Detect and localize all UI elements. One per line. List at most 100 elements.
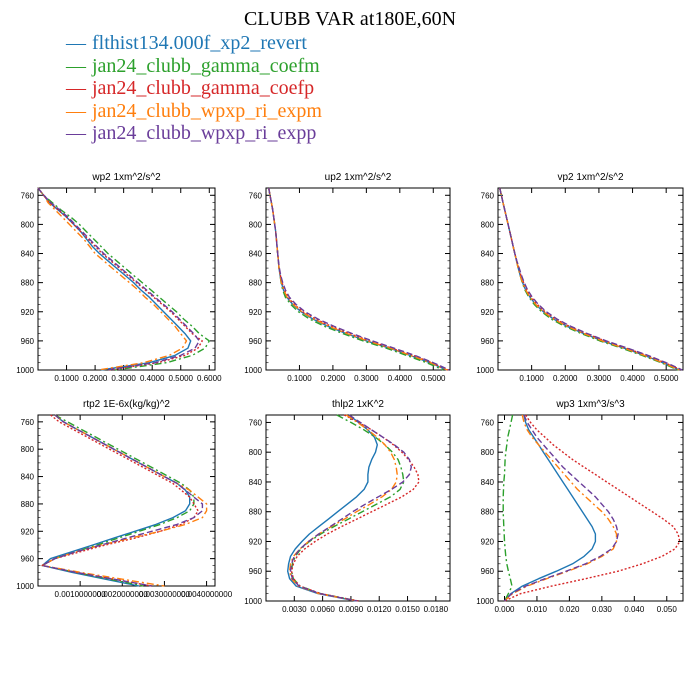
- y-tick-label: 840: [249, 250, 263, 259]
- series-line: [290, 414, 405, 602]
- legend-line-icon: —: [66, 54, 86, 77]
- x-tick-label: 0.1000: [54, 374, 79, 383]
- series-line: [41, 414, 199, 587]
- series-line: [41, 414, 195, 587]
- x-tick-label: 0.000: [494, 605, 515, 614]
- y-tick-label: 840: [249, 478, 263, 487]
- x-tick-label: 0.5000: [421, 374, 446, 383]
- series-line: [504, 414, 681, 602]
- y-tick-label: 840: [21, 473, 35, 482]
- legend-line-icon: —: [66, 32, 86, 54]
- legend-label: jan24_clubb_gamma_coefp: [92, 77, 315, 99]
- plot-frame: [265, 187, 451, 371]
- series-line: [37, 187, 211, 371]
- x-tick-label: 0.0010000000: [55, 590, 107, 599]
- x-tick-label: 0.2000: [553, 374, 578, 383]
- y-tick-label: 760: [481, 191, 495, 200]
- series-line: [41, 414, 191, 587]
- x-tick-label: 0.3000: [111, 374, 136, 383]
- x-tick-label: 0.0030: [282, 605, 307, 614]
- x-tick-label: 0.040: [624, 605, 645, 614]
- series-line: [288, 414, 398, 602]
- y-tick-label: 800: [481, 220, 495, 229]
- x-tick-label: 0.1000: [519, 374, 544, 383]
- y-tick-label: 800: [481, 448, 495, 457]
- x-tick-label: 0.4000: [620, 374, 645, 383]
- plot-frame: [265, 414, 451, 602]
- y-tick-label: 760: [249, 191, 263, 200]
- series-line: [503, 414, 619, 602]
- legend-item: — jan24_clubb_wpxp_ri_expm: [66, 100, 322, 123]
- x-tick-label: 0.020: [559, 605, 580, 614]
- legend-label: jan24_clubb_gamma_coefm: [92, 54, 320, 77]
- y-tick-label: 920: [21, 308, 35, 317]
- y-tick-label: 960: [21, 555, 35, 564]
- series-line: [268, 187, 450, 371]
- series-line: [499, 187, 682, 371]
- y-tick-label: 1000: [244, 597, 262, 606]
- plot-frame: [37, 414, 216, 587]
- plot-title: up2 1xm^2/s^2: [325, 172, 392, 183]
- x-tick-label: 0.4000: [388, 374, 413, 383]
- y-tick-label: 1000: [244, 366, 262, 375]
- legend-item: — jan24_clubb_gamma_coefm: [66, 55, 322, 78]
- series-line: [289, 414, 412, 602]
- plot-frame: [497, 414, 684, 602]
- legend-item: — jan24_clubb_gamma_coefp: [66, 77, 322, 100]
- legend-label: flthist134.000f_xp2_revert: [92, 32, 307, 54]
- y-tick-label: 840: [481, 250, 495, 259]
- y-tick-label: 800: [21, 445, 35, 454]
- series-line: [268, 187, 448, 371]
- plot-title: wp3 1xm^3/s^3: [555, 399, 625, 410]
- series-line: [41, 414, 208, 587]
- y-tick-label: 960: [481, 337, 495, 346]
- legend-line-icon: —: [66, 77, 86, 99]
- legend-item: — flthist134.000f_xp2_revert: [66, 32, 322, 55]
- series-line: [499, 187, 679, 371]
- series-line: [499, 187, 680, 371]
- y-tick-label: 840: [21, 250, 35, 259]
- series-line: [502, 414, 514, 602]
- figure-title: CLUBB VAR at180E,60N: [243, 8, 457, 30]
- x-tick-label: 0.0020000000: [97, 590, 149, 599]
- x-tick-label: 0.0180: [424, 605, 449, 614]
- series-line: [503, 414, 597, 602]
- y-tick-label: 960: [481, 567, 495, 576]
- y-tick-label: 1000: [16, 582, 34, 591]
- y-tick-label: 760: [249, 418, 263, 427]
- y-tick-label: 800: [249, 448, 263, 457]
- y-tick-label: 880: [21, 279, 35, 288]
- y-tick-label: 880: [249, 279, 263, 288]
- x-tick-label: 0.0150: [395, 605, 420, 614]
- x-tick-label: 0.5000: [169, 374, 194, 383]
- x-tick-label: 0.2000: [321, 374, 346, 383]
- y-tick-label: 920: [249, 537, 263, 546]
- x-tick-label: 0.1000: [287, 374, 312, 383]
- series-line: [37, 187, 192, 371]
- y-tick-label: 760: [481, 418, 495, 427]
- legend-label: jan24_clubb_wpxp_ri_expp: [92, 122, 317, 144]
- x-tick-label: 0.3000: [354, 374, 379, 383]
- y-tick-label: 920: [481, 308, 495, 317]
- y-tick-label: 760: [21, 418, 35, 427]
- series-line: [268, 187, 444, 371]
- y-tick-label: 920: [481, 537, 495, 546]
- y-tick-label: 880: [21, 500, 35, 509]
- x-tick-label: 0.0060: [310, 605, 335, 614]
- x-tick-label: 0.0090: [339, 605, 364, 614]
- y-tick-label: 960: [249, 337, 263, 346]
- x-tick-label: 0.6000: [197, 374, 222, 383]
- series-line: [41, 414, 204, 587]
- legend-label: jan24_clubb_wpxp_ri_expm: [92, 99, 322, 122]
- y-tick-label: 880: [481, 508, 495, 517]
- series-line: [37, 187, 203, 371]
- series-line: [290, 414, 420, 602]
- series-line: [287, 414, 378, 602]
- series-line: [499, 187, 680, 371]
- x-tick-label: 0.5000: [654, 374, 679, 383]
- y-tick-label: 800: [21, 220, 35, 229]
- plot-frame: [37, 187, 216, 371]
- series-line: [499, 187, 683, 371]
